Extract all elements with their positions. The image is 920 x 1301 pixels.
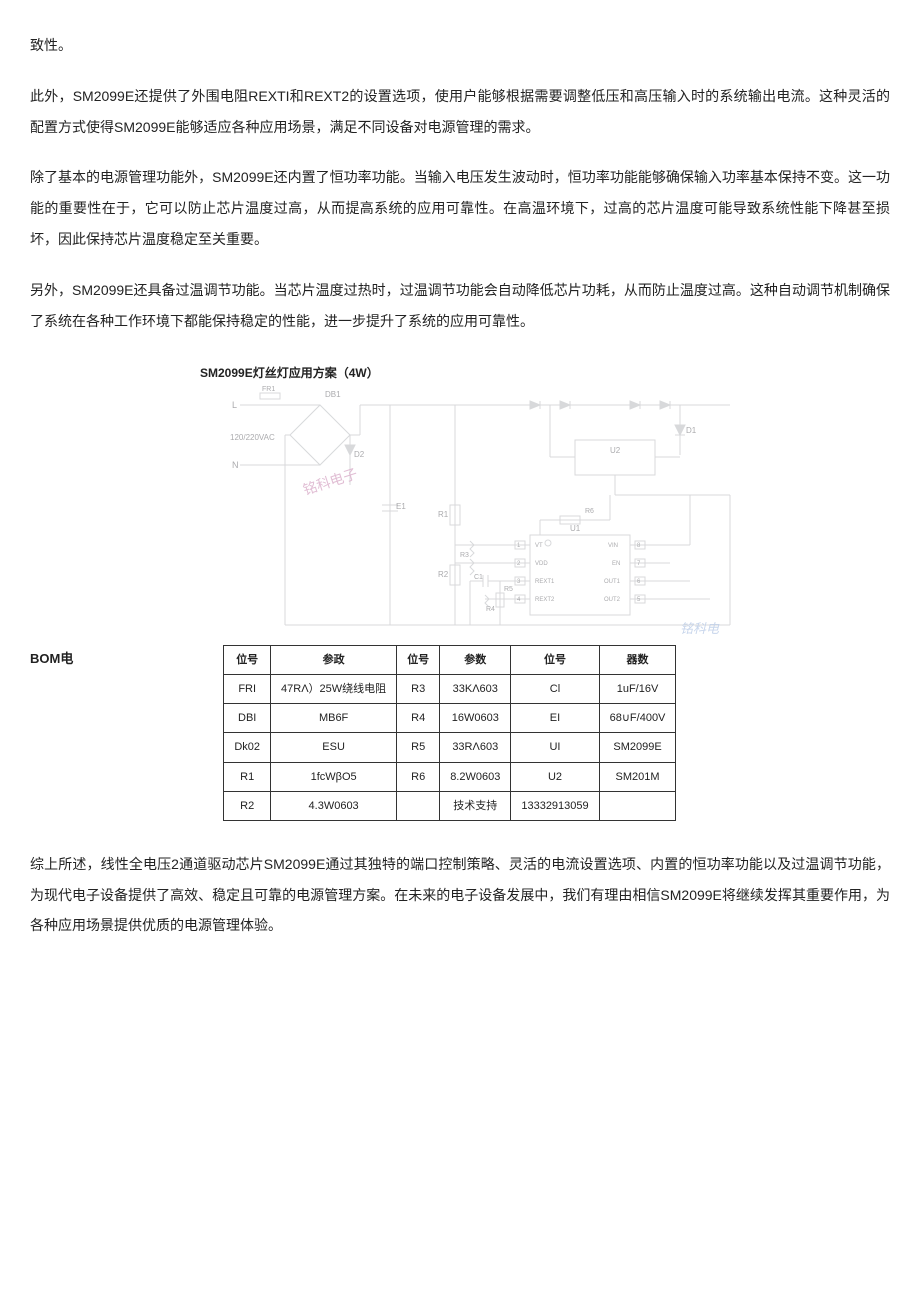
pin-7: 7 [637, 561, 641, 567]
th: 位号 [224, 645, 271, 674]
table-row: DBIMB6FR416W0603EI68∪F/400V [224, 704, 676, 733]
th: 位号 [511, 645, 599, 674]
table-row: R24.3W0603 技术支持13332913059 [224, 791, 676, 820]
pin-1: 1 [517, 543, 521, 549]
td: Cl [511, 674, 599, 703]
lbl-FR1: FR1 [262, 386, 275, 393]
td: 1uF/16V [599, 674, 676, 703]
lbl-R4: R4 [486, 606, 495, 613]
td: U2 [511, 762, 599, 791]
th: 器数 [599, 645, 676, 674]
td: 33RΛ603 [440, 733, 511, 762]
paragraph: 综上所述，线性全电压2通道驱动芯片SM2099E通过其独特的端口控制策略、灵活的… [30, 849, 890, 941]
table-row: Dk02ESUR533RΛ603UISM2099E [224, 733, 676, 762]
td: EI [511, 704, 599, 733]
table-row: FRI47RΛ）25W绕线电阻R333KΛ603Cl1uF/16V [224, 674, 676, 703]
paragraph: 另外，SM2099E还具备过温调节功能。当芯片温度过热时，过温调节功能会自动降低… [30, 275, 890, 337]
pin-rext1: REXT1 [535, 579, 555, 585]
th: 位号 [397, 645, 440, 674]
paragraph: 致性。 [30, 30, 890, 61]
lbl-E1: E1 [396, 502, 406, 511]
pin-vdd: VDD [535, 561, 548, 567]
td: R3 [397, 674, 440, 703]
th: 参数 [440, 645, 511, 674]
lbl-D2: D2 [354, 450, 365, 459]
td: 4.3W0603 [271, 791, 397, 820]
pin-vin: VIN [608, 543, 618, 549]
paragraph: 除了基本的电源管理功能外，SM2099E还内置了恒功率功能。当输入电压发生波动时… [30, 162, 890, 254]
td: R5 [397, 733, 440, 762]
td: 16W0603 [440, 704, 511, 733]
td: 1fcWβO5 [271, 762, 397, 791]
pin-out2: OUT2 [604, 597, 621, 603]
pin-8: 8 [637, 543, 641, 549]
pin-2: 2 [517, 561, 521, 567]
td: R6 [397, 762, 440, 791]
td: DBI [224, 704, 271, 733]
pin-3: 3 [517, 579, 521, 585]
td: 68∪F/400V [599, 704, 676, 733]
lbl-DB1: DB1 [325, 390, 341, 399]
bom-label: BOM电 [30, 645, 73, 674]
paragraph: 此外，SM2099E还提供了外围电阻REXTI和REXT2的设置选项，使用户能够… [30, 81, 890, 143]
td: UI [511, 733, 599, 762]
lbl-R1: R1 [438, 510, 449, 519]
diagram-title: SM2099E灯丝灯应用方案（4W） [200, 366, 890, 380]
td [599, 791, 676, 820]
td: 33KΛ603 [440, 674, 511, 703]
pin-6: 6 [637, 579, 641, 585]
td: SM2099E [599, 733, 676, 762]
pin-vt: VT [535, 543, 543, 549]
lbl-N: N [232, 460, 239, 470]
table-row: R11fcWβO5R68.2W0603U2SM201M [224, 762, 676, 791]
pin-en: EN [612, 561, 620, 567]
pin-out1: OUT1 [604, 579, 621, 585]
table-header-row: 位号 参政 位号 参数 位号 器数 [224, 645, 676, 674]
td [397, 791, 440, 820]
td: 13332913059 [511, 791, 599, 820]
td: 技术支持 [440, 791, 511, 820]
pin-4: 4 [517, 597, 521, 603]
lbl-R3: R3 [460, 552, 469, 559]
td: SM201M [599, 762, 676, 791]
lbl-U1: U1 [570, 524, 581, 533]
th: 参政 [271, 645, 397, 674]
td: R1 [224, 762, 271, 791]
pin-5: 5 [637, 597, 641, 603]
bom-table: 位号 参政 位号 参数 位号 器数 FRI47RΛ）25W绕线电阻R333KΛ6… [223, 645, 676, 821]
lbl-R5: R5 [504, 586, 513, 593]
td: R2 [224, 791, 271, 820]
watermark: 铭科电子 [301, 465, 359, 498]
td: 8.2W0603 [440, 762, 511, 791]
lbl-U2: U2 [610, 446, 621, 455]
td: 47RΛ）25W绕线电阻 [271, 674, 397, 703]
lbl-D1: D1 [686, 426, 697, 435]
lbl-L: L [232, 400, 237, 410]
lbl-R2: R2 [438, 570, 449, 579]
td: MB6F [271, 704, 397, 733]
pin-rext2: REXT2 [535, 597, 555, 603]
lbl-voltage: 120/220VAC [230, 433, 275, 442]
watermark: 铭科电 [680, 621, 720, 635]
td: ESU [271, 733, 397, 762]
lbl-R6: R6 [585, 508, 594, 515]
td: FRI [224, 674, 271, 703]
td: Dk02 [224, 733, 271, 762]
td: R4 [397, 704, 440, 733]
lbl-C1: C1 [474, 574, 483, 581]
circuit-diagram: L N 120/220VAC FR1 DB1 D2 E1 D1 U2 R1 R2… [230, 385, 890, 635]
